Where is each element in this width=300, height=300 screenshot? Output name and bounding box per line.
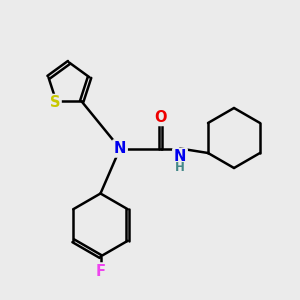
Text: O: O (154, 110, 167, 124)
Text: S: S (50, 95, 60, 110)
Text: F: F (95, 264, 106, 279)
Text: H: H (175, 160, 185, 174)
Text: N: N (114, 141, 126, 156)
Text: N: N (174, 149, 186, 164)
